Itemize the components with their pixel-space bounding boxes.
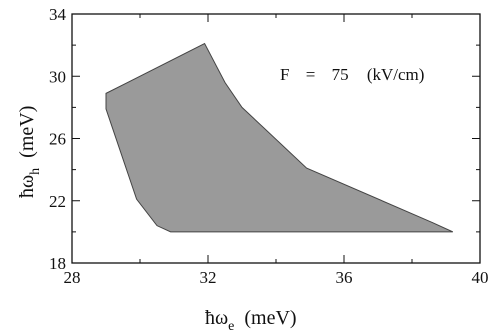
y-axis-subscript: h [28, 168, 43, 175]
y-tick-label: 22 [49, 192, 66, 211]
y-axis-units: (meV) [16, 106, 38, 158]
plot-frame [71, 13, 481, 264]
y-tick-label: 30 [49, 67, 66, 86]
x-axis-label: ħωe (meV) [205, 307, 297, 333]
x-tick-label: 40 [472, 268, 489, 287]
y-axis-label: ħωh (meV) [16, 106, 43, 198]
annotation-eq: = [306, 65, 316, 84]
y-tick-label: 34 [49, 5, 67, 24]
x-tick-label: 32 [200, 268, 217, 287]
annotation-units: (kV/cm) [367, 65, 425, 84]
x-axis-symbol: ħω [205, 307, 228, 329]
y-tick-label: 26 [49, 130, 66, 149]
annotation-value: 75 [332, 65, 349, 84]
y-tick-labels: 18 22 26 30 34 [49, 5, 67, 273]
x-axis-subscript: e [228, 319, 234, 333]
y-axis-symbol: ħω [16, 175, 38, 198]
x-tick-label: 36 [336, 268, 353, 287]
x-tick-labels: 28 32 36 40 [64, 268, 489, 287]
feasible-region [105, 42, 454, 233]
x-tick-label: 28 [64, 268, 81, 287]
annotation-param: F [280, 65, 289, 84]
x-axis-units: (meV) [244, 307, 296, 329]
field-annotation: F = 75 (kV/cm) [280, 65, 424, 84]
y-tick-label: 18 [49, 254, 66, 273]
